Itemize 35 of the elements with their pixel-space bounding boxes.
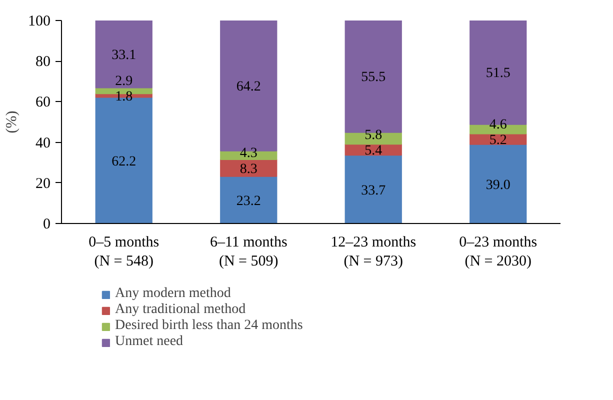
data-label: 62.2 (112, 154, 136, 170)
data-label: 8.3 (240, 162, 258, 177)
y-tick-label: 80 (36, 54, 50, 70)
legend-label: Any modern method (115, 286, 231, 302)
bar (470, 144, 527, 224)
data-label: 5.2 (489, 133, 507, 148)
x-tick-label: 12–23 months (N = 973) (330, 234, 416, 270)
bar (344, 154, 402, 224)
y-axis-title: (%) (4, 110, 20, 134)
legend-label: Unmet need (115, 334, 184, 350)
bar (95, 20, 152, 88)
data-label: 4.3 (240, 146, 258, 162)
data-label: 64.2 (236, 80, 261, 95)
data-label: 33.7 (361, 183, 386, 198)
data-label: 23.2 (236, 194, 261, 209)
legend-label: Desired birth less than 24 months (115, 318, 303, 334)
data-label: 5.4 (364, 144, 382, 159)
y-tick-label: 20 (36, 176, 50, 192)
y-tick-label: 0 (43, 216, 50, 232)
data-label: 5.8 (364, 128, 382, 143)
data-label: 33.1 (112, 48, 136, 64)
x-tick-label: 0–5 months (N = 548) (88, 234, 160, 270)
bar (220, 176, 278, 224)
data-label: 55.5 (361, 70, 386, 86)
data-label: 39.0 (486, 178, 510, 193)
data-label: 2.9 (115, 74, 133, 90)
x-tick-label: 0–23 months (N = 2030) (459, 234, 538, 270)
x-tick-label: 6–11 months (N = 509) (210, 234, 288, 270)
legend-label: Any traditional method (115, 302, 246, 318)
data-label: 51.5 (486, 66, 510, 82)
data-label: 4.6 (489, 117, 507, 132)
data-label: 1.8 (115, 89, 133, 104)
y-tick-label: 40 (36, 135, 50, 152)
y-tick-label: 60 (36, 94, 50, 111)
y-tick-label: 100 (28, 14, 50, 30)
